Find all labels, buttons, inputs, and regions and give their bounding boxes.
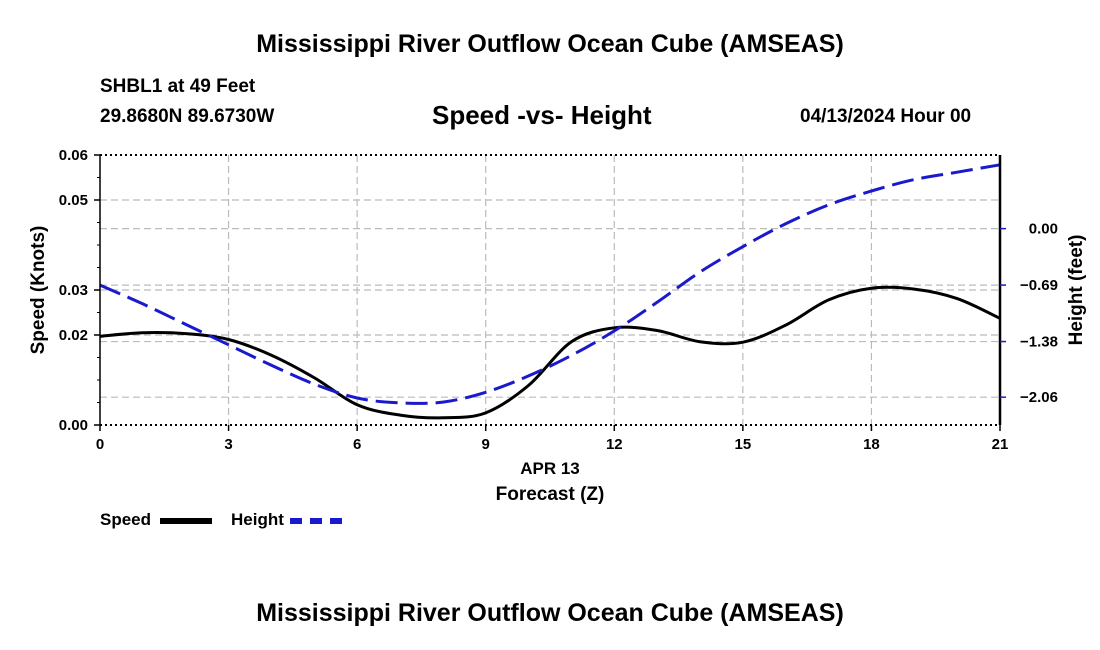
- y-tick-label: 0.06: [59, 147, 88, 164]
- y-tick-label: 0.05: [59, 192, 88, 209]
- y2-tick-label: −2.06: [1020, 389, 1058, 406]
- x-tick-label: 12: [606, 436, 623, 453]
- x-tick-label: 9: [482, 436, 490, 453]
- x-axis-title: Forecast (Z): [496, 484, 605, 505]
- station-label: SHBL1 at 49 Feet: [100, 76, 256, 97]
- speed-series-line: [99, 285, 1001, 420]
- x-tick-label: 0: [96, 436, 104, 453]
- legend-speed-swatch: [160, 518, 212, 524]
- x-tick-label: 21: [992, 436, 1009, 453]
- y-tick-label: 0.03: [59, 282, 88, 299]
- x-tick-label: 15: [735, 436, 752, 453]
- chart-title: Mississippi River Outflow Ocean Cube (AM…: [256, 30, 844, 58]
- legend-height-label: Height: [231, 510, 284, 529]
- coordinates-label: 29.8680N 89.6730W: [100, 106, 275, 127]
- y-tick-label: 0.02: [59, 327, 88, 344]
- legend-speed-label: Speed: [100, 510, 152, 529]
- chart-subtitle: Speed -vs- Height: [432, 100, 652, 130]
- y-axis-title: Speed (Knots): [28, 226, 49, 355]
- legend-height-swatch: [290, 518, 342, 524]
- height-series-line: [99, 163, 1001, 405]
- repeated-chart-title: Mississippi River Outflow Ocean Cube (AM…: [256, 599, 844, 627]
- y2-axis-title: Height (feet): [1066, 235, 1087, 346]
- grid: [100, 155, 1000, 425]
- x-tick-label: 18: [863, 436, 880, 453]
- series-layer: [99, 163, 1001, 420]
- forecast-date: 04/13/2024 Hour 00: [800, 106, 972, 127]
- x-axis-date-label: APR 13: [520, 459, 580, 478]
- y2-tick-label: −1.38: [1020, 334, 1058, 351]
- y-tick-label: 0.00: [59, 417, 88, 434]
- x-tick-label: 3: [224, 436, 232, 453]
- axis-ticks: 0 3 6 9 12 15 18 21 0.00 0.02 0.03 0.05 0.06 −2.06 −1.…: [59, 147, 1058, 453]
- y2-tick-label: −0.69: [1020, 277, 1058, 294]
- y2-tick-label: 0.00: [1029, 221, 1058, 238]
- x-tick-label: 6: [353, 436, 361, 453]
